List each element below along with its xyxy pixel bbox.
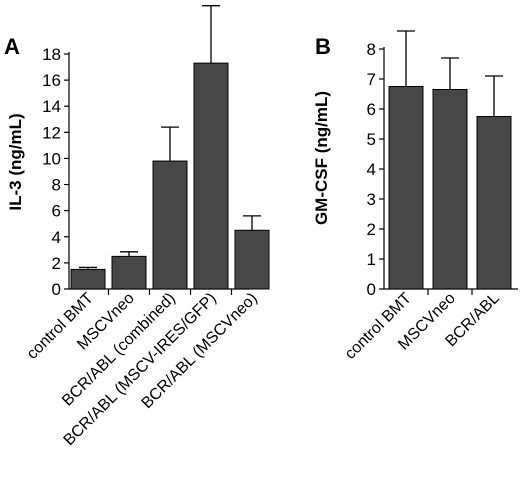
panel-b-y-tick-label: 7 xyxy=(367,70,376,89)
panel-a-y-tick-label: 0 xyxy=(52,280,61,299)
panel-b-y-tick-label: 5 xyxy=(367,130,376,149)
panel-a-bar xyxy=(111,255,147,290)
panel-b-y-tick-label: 2 xyxy=(367,220,376,239)
panel-a-letter: A xyxy=(4,34,20,59)
panel-a-bar xyxy=(234,229,270,290)
panel-a-y-axis-label: IL-3 (ng/mL) xyxy=(6,113,25,210)
panel-a-bar xyxy=(193,62,229,290)
panel-b-y-tick-label: 0 xyxy=(367,280,376,299)
panel-a-bar xyxy=(152,160,188,290)
panel-b-category-label: control BMT xyxy=(342,290,415,363)
panel-b-y-tick-label: 8 xyxy=(367,40,376,59)
panel-b-y-tick-label: 4 xyxy=(367,160,376,179)
panel-b-y-axis-label: GM-CSF (ng/mL) xyxy=(312,91,331,225)
panel-b-bar xyxy=(476,116,512,290)
panel-a-y-tick-label: 16 xyxy=(42,71,61,90)
panel-a-y-tick-label: 8 xyxy=(52,176,61,195)
panel-a-y-tick-label: 10 xyxy=(42,149,61,168)
panel-a-y-tick-label: 12 xyxy=(42,123,61,142)
panel-a-y-tick-label: 4 xyxy=(52,228,61,247)
panel-a-y-tick-label: 6 xyxy=(52,202,61,221)
panel-b-bar xyxy=(432,89,468,290)
panel-a-y-tick-label: 14 xyxy=(42,97,61,116)
panel-b-y-tick-label: 3 xyxy=(367,190,376,209)
panel-a-bar xyxy=(70,268,106,290)
panel-b-y-tick-label: 6 xyxy=(367,100,376,119)
panel-b-bar xyxy=(388,86,424,290)
panel-b-y-tick-label: 1 xyxy=(367,250,376,269)
panel-b-letter: B xyxy=(315,34,331,59)
panel-a-y-tick-label: 2 xyxy=(52,254,61,273)
panel-a-y-tick-label: 18 xyxy=(42,45,61,64)
